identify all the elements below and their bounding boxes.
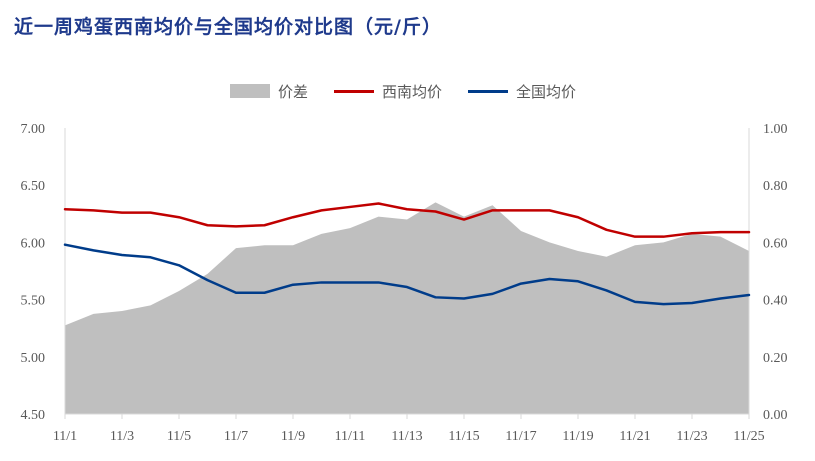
legend-item-spread: 价差 bbox=[230, 81, 308, 102]
y-right-tick-label: 1.00 bbox=[763, 122, 788, 137]
x-tick-label: 11/13 bbox=[391, 429, 422, 444]
x-tick-label: 11/9 bbox=[281, 429, 305, 444]
y-left-tick-label: 5.00 bbox=[21, 351, 46, 366]
line-series-national bbox=[63, 243, 751, 306]
legend-item-national: 全国均价 bbox=[468, 81, 576, 102]
chart-title: 近一周鸡蛋西南均价与全国均价对比图（元/斤） bbox=[14, 16, 442, 38]
y-left-tick-label: 6.50 bbox=[21, 179, 46, 194]
x-tick-label: 11/11 bbox=[335, 429, 366, 444]
y-right-tick-label: 0.00 bbox=[763, 408, 788, 423]
x-tick-label: 11/21 bbox=[619, 429, 650, 444]
legend-label-national: 全国均价 bbox=[516, 82, 577, 101]
chart-legend: 价差 西南均价 全国均价 bbox=[230, 80, 602, 102]
legend-swatch-spread bbox=[230, 84, 270, 98]
line-series-southwest bbox=[63, 202, 751, 238]
x-tick-label: 11/23 bbox=[676, 429, 707, 444]
y-right-tick-label: 0.60 bbox=[763, 236, 788, 251]
y-left-tick-label: 5.50 bbox=[21, 294, 46, 309]
legend-swatch-southwest bbox=[334, 89, 375, 93]
x-tick-label: 11/3 bbox=[110, 429, 134, 444]
x-tick-label: 11/1 bbox=[53, 429, 77, 444]
y-right-tick-label: 0.20 bbox=[763, 351, 788, 366]
x-tick-label: 11/25 bbox=[733, 429, 764, 444]
x-tick-label: 11/19 bbox=[562, 429, 593, 444]
legend-label-southwest: 西南均价 bbox=[382, 82, 443, 101]
y-right-tick-label: 0.80 bbox=[763, 179, 788, 194]
y-left-tick-label: 6.00 bbox=[21, 236, 46, 251]
legend-label-spread: 价差 bbox=[278, 82, 309, 101]
legend-swatch-national bbox=[468, 89, 509, 93]
x-tick-label: 11/15 bbox=[448, 429, 479, 444]
y-left-tick-label: 7.00 bbox=[21, 122, 46, 137]
area-series-spread bbox=[65, 202, 749, 414]
x-tick-label: 11/5 bbox=[167, 429, 191, 444]
legend-item-southwest: 西南均价 bbox=[334, 81, 442, 102]
x-tick-label: 11/7 bbox=[224, 429, 248, 444]
y-right-tick-label: 0.40 bbox=[763, 294, 788, 309]
y-left-tick-label: 4.50 bbox=[21, 408, 46, 423]
x-tick-label: 11/17 bbox=[505, 429, 536, 444]
